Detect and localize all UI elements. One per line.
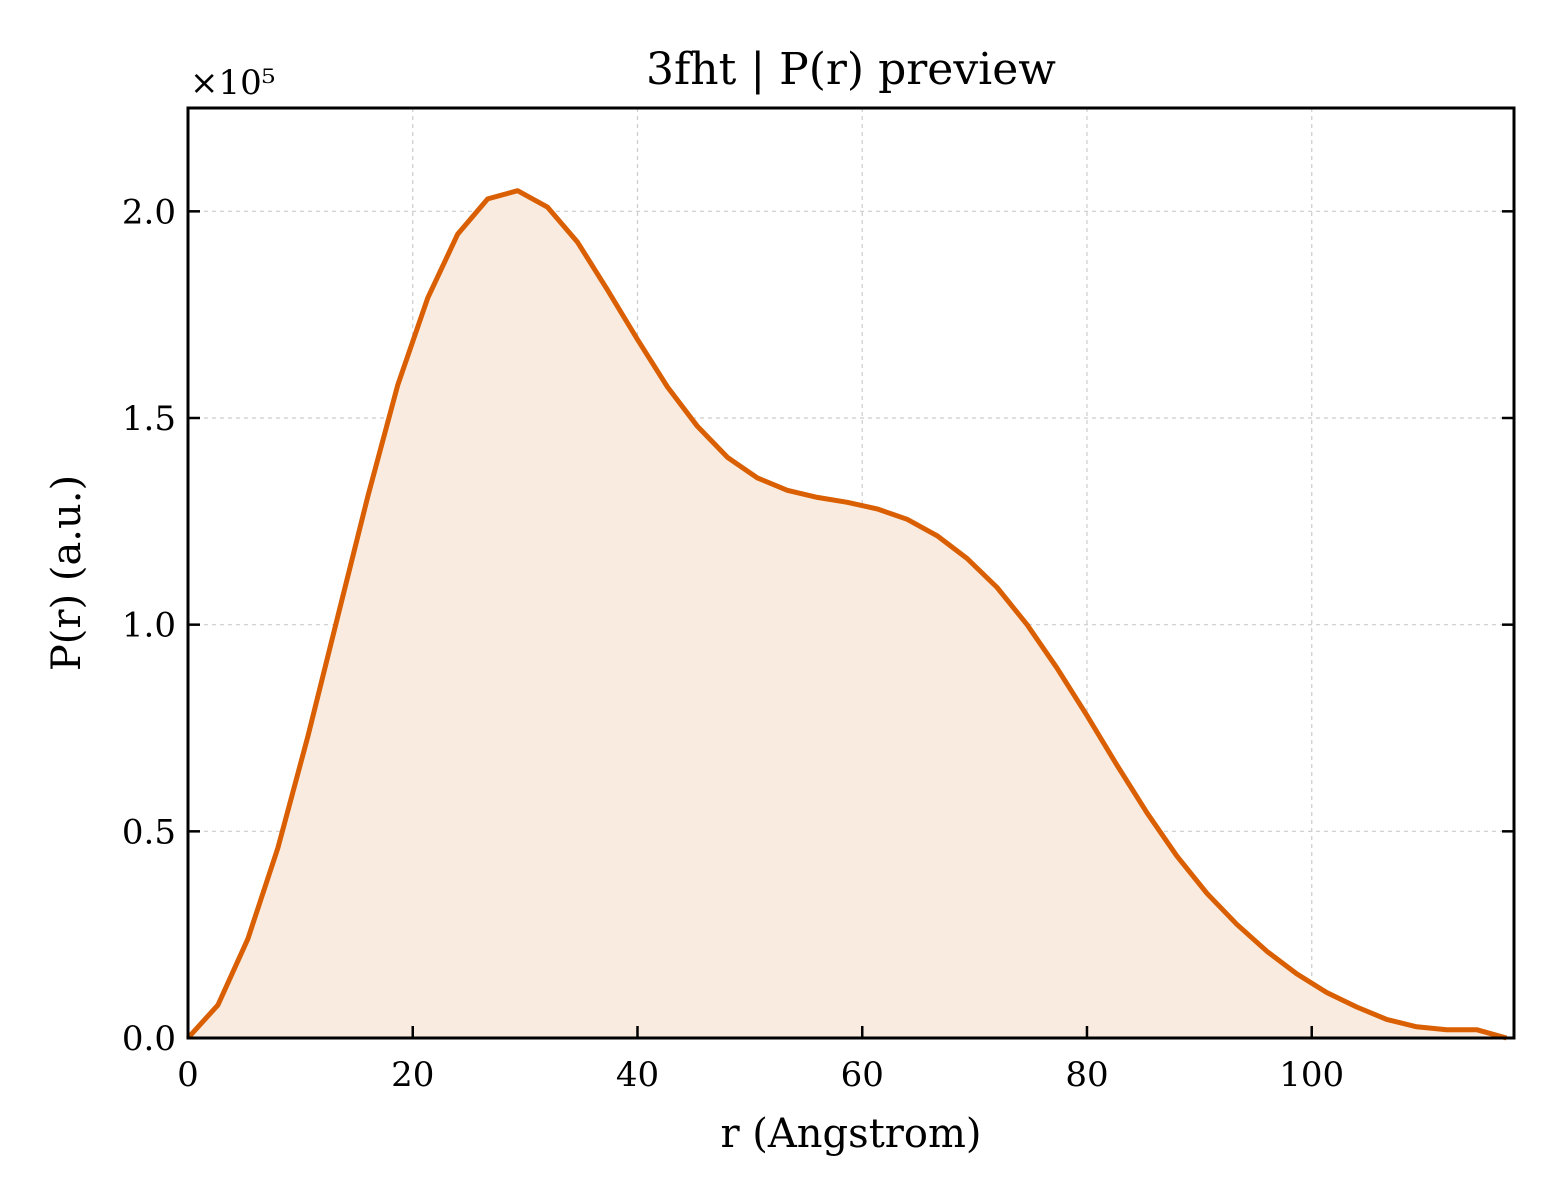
y-tick-label: 1.0 — [122, 606, 176, 646]
x-tick-label: 100 — [1279, 1055, 1344, 1095]
tick-layer: 0 20 40 60 80 100 0.0 0.5 1.0 1.5 2.0 — [122, 192, 1514, 1095]
series-line — [186, 188, 1508, 1041]
x-tick-label: 20 — [391, 1055, 434, 1095]
x-tick-label: 0 — [177, 1055, 199, 1095]
x-axis-label: r (Angstrom) — [720, 1111, 981, 1157]
x-tick-label: 60 — [841, 1055, 884, 1095]
y-offset-label: ×10⁵ — [190, 63, 275, 103]
y-axis-label: P(r) (a.u.) — [44, 475, 90, 671]
plot-frame — [186, 106, 1516, 1040]
y-tick-label: 1.5 — [122, 399, 176, 439]
x-tick-label: 80 — [1065, 1055, 1108, 1095]
chart-title: 3fht | P(r) preview — [646, 44, 1056, 95]
y-tick-label: 0.0 — [122, 1019, 176, 1059]
y-tick-label: 2.0 — [122, 192, 176, 232]
x-tick-label: 40 — [616, 1055, 659, 1095]
area-fill — [188, 190, 1507, 1038]
y-tick-label: 0.5 — [122, 812, 176, 852]
